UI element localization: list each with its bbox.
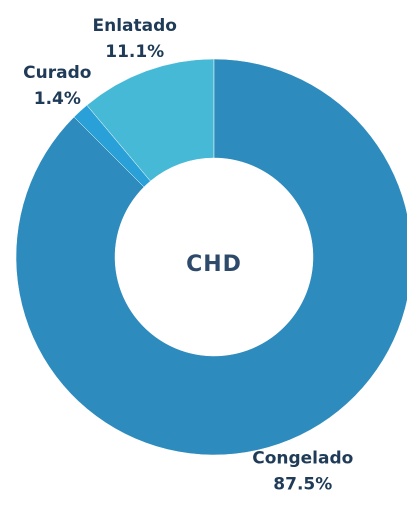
center-label: CHD [186, 252, 242, 277]
segment-value: 87.5% [273, 474, 332, 494]
segment-name: Congelado [252, 448, 353, 468]
donut-segment [15, 58, 407, 456]
donut-segment [73, 104, 151, 188]
segment-value: 11.1% [105, 42, 164, 62]
segment-name: Enlatado [92, 16, 176, 36]
segment-value: 1.4% [34, 89, 81, 109]
segment-name: Curado [23, 63, 91, 83]
